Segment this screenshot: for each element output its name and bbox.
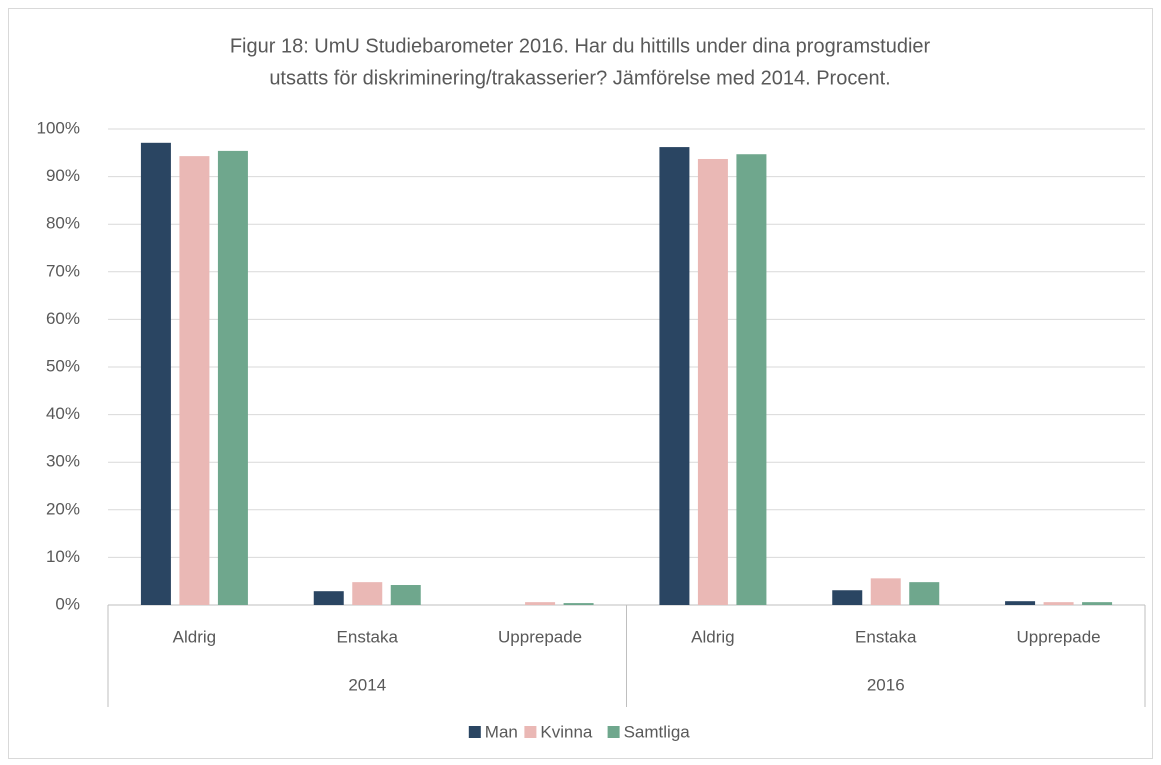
y-tick-label: 80%	[46, 214, 80, 233]
x-tick-label: Aldrig	[173, 627, 216, 646]
y-tick-label: 60%	[46, 309, 80, 328]
legend-label: Kvinna	[540, 722, 593, 741]
y-tick-label: 70%	[46, 261, 80, 280]
bar	[313, 591, 344, 605]
y-tick-label: 40%	[46, 404, 80, 423]
bar	[140, 142, 171, 605]
y-tick-label: 50%	[46, 356, 80, 375]
y-tick-label: 100%	[37, 118, 80, 137]
bar	[390, 585, 421, 605]
bar	[832, 590, 863, 605]
legend-swatch	[468, 726, 481, 738]
legend-label: Samtliga	[624, 722, 691, 741]
bar	[217, 150, 248, 605]
x-tick-label: Enstaka	[855, 627, 917, 646]
legend-label: Man	[485, 722, 518, 741]
bar	[1005, 601, 1036, 605]
bar	[179, 156, 210, 605]
bar	[563, 603, 594, 605]
x-tick-label: Aldrig	[691, 627, 734, 646]
bar	[1082, 602, 1113, 605]
y-tick-label: 0%	[55, 594, 80, 613]
bar	[659, 147, 690, 605]
y-tick-label: 90%	[46, 166, 80, 185]
legend-swatch	[524, 726, 537, 738]
bar	[870, 578, 901, 605]
y-tick-label: 20%	[46, 499, 80, 518]
bar	[525, 602, 556, 605]
bar	[1043, 602, 1074, 605]
bar	[736, 154, 767, 605]
chart-title: Figur 18: UmU Studiebarometer 2016. Har …	[230, 35, 931, 57]
bar	[352, 582, 383, 605]
bar	[697, 158, 728, 605]
group-label: 2016	[867, 675, 905, 694]
legend-swatch	[607, 726, 620, 738]
x-tick-label: Upprepade	[1017, 627, 1101, 646]
x-tick-label: Upprepade	[498, 627, 582, 646]
x-tick-label: Enstaka	[337, 627, 399, 646]
group-label: 2014	[348, 675, 386, 694]
bar	[909, 582, 940, 605]
y-tick-label: 30%	[46, 452, 80, 471]
chart-title: utsatts för diskriminering/trakasserier?…	[269, 67, 890, 89]
y-tick-label: 10%	[46, 547, 80, 566]
